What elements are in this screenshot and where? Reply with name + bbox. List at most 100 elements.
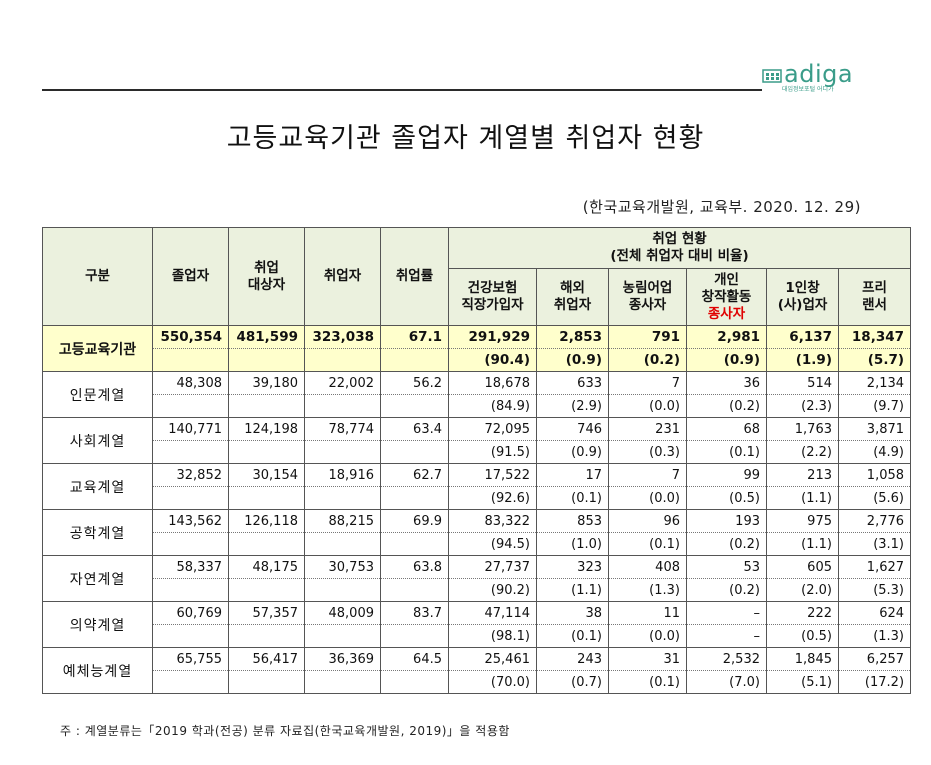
table-row-ratio: (70.0) (0.7) (0.1) (7.0) (5.1) (17.2) <box>43 670 912 694</box>
row-category: 교육계열 <box>42 463 153 510</box>
cell-empty <box>228 486 305 510</box>
header-sub-1: 해외 취업자 <box>536 268 609 326</box>
table-row: 의약계열 60,769 57,357 48,009 83.7 47,114 38 11–222… <box>42 601 912 648</box>
header-target-line2: 대상자 <box>247 276 286 293</box>
table-row-ratio: (91.5) (0.9) (0.3) (0.1) (2.2) (4.9) <box>43 440 912 464</box>
cell-percent: (91.5) <box>448 440 537 464</box>
header-status-line1: 취업 현황 <box>652 231 707 247</box>
table-row: 공학계열 143,562 126,118 88,215 69.9 83,322 853 96 1… <box>42 509 912 556</box>
cell-value: 17 <box>536 463 609 487</box>
cell-value: 17,522 <box>448 463 537 487</box>
cell-percent: (1.3) <box>608 578 687 602</box>
cell-graduates: 550,354 <box>152 325 229 349</box>
cell-empty <box>228 670 305 694</box>
cell-value: 47,114 <box>448 601 537 625</box>
employment-table: 구분 졸업자 취업 대상자 취업자 취업률 취업 현황 (전체 취업자 대비 비… <box>42 227 912 694</box>
adiga-logo: adiga 대입정보포털 어디가 <box>762 60 862 94</box>
cell-percent: (17.2) <box>837 670 912 694</box>
header-sub-5: 프리 랜서 <box>837 268 912 326</box>
cell-percent: – <box>686 624 767 648</box>
header-sub-3-l3: 종사자 <box>707 305 746 322</box>
cell-value: 746 <box>536 417 609 441</box>
header-sub-4-l2: (사)업자 <box>777 297 828 313</box>
cell-target: 481,599 <box>228 325 305 349</box>
cell-value: 1,845 <box>766 647 839 671</box>
cell-value: 38 <box>536 601 609 625</box>
cell-value: 1,763 <box>766 417 839 441</box>
row-category: 자연계열 <box>42 555 153 602</box>
cell-value: 2,532 <box>686 647 767 671</box>
table-row: 사회계열 140,771 124,198 78,774 63.4 72,095 746 231… <box>42 417 912 464</box>
cell-empty <box>380 624 449 648</box>
header-employed: 취업자 <box>304 227 381 326</box>
cell-empty <box>304 624 381 648</box>
cell-percent: (2.9) <box>536 394 609 418</box>
cell-empty <box>380 348 449 372</box>
cell-value: 96 <box>608 509 687 533</box>
cell-percent: (2.2) <box>766 440 839 464</box>
cell-value: 6,257 <box>837 647 912 671</box>
table-row-ratio: (98.1) (0.1) (0.0) – (0.5) (1.3) <box>43 624 912 648</box>
cell-value: 83,322 <box>448 509 537 533</box>
cell-value: 624 <box>837 601 912 625</box>
cell-percent: (0.2) <box>686 394 767 418</box>
cell-target: 126,118 <box>228 509 305 533</box>
cell-value: 222 <box>766 601 839 625</box>
cell-empty <box>380 440 449 464</box>
cell-rate: 83.7 <box>380 601 449 625</box>
cell-percent: (0.1) <box>608 532 687 556</box>
header-status: 취업 현황 (전체 취업자 대비 비율) <box>447 227 912 269</box>
header-rule <box>42 89 762 91</box>
cell-target: 39,180 <box>228 371 305 395</box>
header-sub-3-l2: 창작활동 <box>701 288 752 305</box>
cell-value: 605 <box>766 555 839 579</box>
cell-value: 18,678 <box>448 371 537 395</box>
header-graduates: 졸업자 <box>152 227 229 326</box>
cell-target: 48,175 <box>228 555 305 579</box>
cell-value: 2,853 <box>536 325 609 349</box>
cell-percent: (98.1) <box>448 624 537 648</box>
table-row: 예체능계열 65,755 56,417 36,369 64.5 25,461 243 31 2,… <box>42 647 912 694</box>
cell-percent: (0.2) <box>686 578 767 602</box>
cell-empty <box>228 532 305 556</box>
cell-percent: (5.6) <box>837 486 912 510</box>
header-sub-0-l1: 건강보험 <box>467 280 518 296</box>
row-category: 인문계열 <box>42 371 153 418</box>
cell-value: 99 <box>686 463 767 487</box>
cell-percent: (0.9) <box>686 348 767 372</box>
cell-rate: 69.9 <box>380 509 449 533</box>
row-category: 사회계열 <box>42 417 153 464</box>
cell-value: 193 <box>686 509 767 533</box>
cell-percent: (0.1) <box>536 624 609 648</box>
cell-empty <box>304 532 381 556</box>
header-sub-3-l1: 개인 <box>714 271 739 288</box>
cell-percent: (4.9) <box>837 440 912 464</box>
header-sub-4: 1인창 (사)업자 <box>766 268 839 326</box>
cell-graduates: 140,771 <box>152 417 229 441</box>
cell-percent: (1.3) <box>837 624 912 648</box>
cell-value: 1,058 <box>837 463 912 487</box>
cell-value: 853 <box>536 509 609 533</box>
cell-value: 1,627 <box>837 555 912 579</box>
cell-value: 975 <box>766 509 839 533</box>
cell-empty <box>380 532 449 556</box>
cell-percent: (9.7) <box>837 394 912 418</box>
cell-empty <box>380 578 449 602</box>
cell-value: 25,461 <box>448 647 537 671</box>
table-row-ratio: (90.2) (1.1) (1.3) (0.2) (2.0) (5.3) <box>43 578 912 602</box>
cell-empty <box>152 532 229 556</box>
cell-percent: (1.0) <box>536 532 609 556</box>
cell-rate: 56.2 <box>380 371 449 395</box>
logo-subtext: 대입정보포털 어디가 <box>782 86 834 93</box>
header-sub-3: 개인 창작활동 종사자 <box>686 268 767 326</box>
cell-empty <box>304 486 381 510</box>
cell-percent: (0.2) <box>608 348 687 372</box>
cell-value: 514 <box>766 371 839 395</box>
cell-percent: (0.2) <box>686 532 767 556</box>
row-category: 고등교육기관 <box>42 325 153 372</box>
header-status-line2: (전체 취업자 대비 비율) <box>610 248 749 264</box>
cell-graduates: 60,769 <box>152 601 229 625</box>
cell-rate: 67.1 <box>380 325 449 349</box>
cell-empty <box>380 486 449 510</box>
cell-value: 27,737 <box>448 555 537 579</box>
